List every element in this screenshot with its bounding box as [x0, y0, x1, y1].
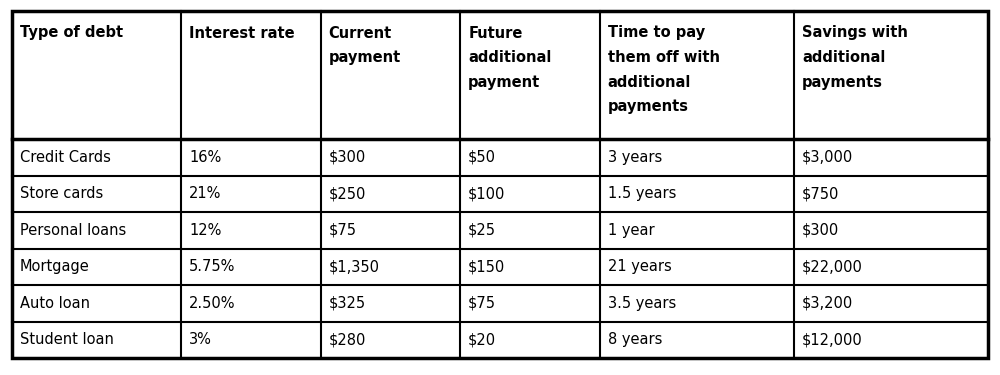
Text: 3%: 3%	[189, 332, 212, 347]
Text: $75: $75	[329, 223, 357, 238]
Text: $100: $100	[468, 186, 506, 201]
Text: Time to pay
them off with
additional
payments: Time to pay them off with additional pay…	[608, 26, 720, 114]
Text: Mortgage: Mortgage	[20, 260, 90, 274]
Text: $22,000: $22,000	[802, 260, 863, 274]
Text: 8 years: 8 years	[608, 332, 662, 347]
Text: $325: $325	[329, 296, 366, 311]
Text: Type of debt: Type of debt	[20, 26, 123, 40]
Text: $3,200: $3,200	[802, 296, 853, 311]
Text: $20: $20	[468, 332, 496, 347]
Text: 21%: 21%	[189, 186, 221, 201]
Text: Savings with
additional
payments: Savings with additional payments	[802, 26, 908, 90]
Text: Store cards: Store cards	[20, 186, 103, 201]
Text: 16%: 16%	[189, 150, 221, 165]
Text: 2.50%: 2.50%	[189, 296, 236, 311]
Text: $280: $280	[329, 332, 366, 347]
Text: $3,000: $3,000	[802, 150, 853, 165]
Text: Personal loans: Personal loans	[20, 223, 126, 238]
Text: 12%: 12%	[189, 223, 221, 238]
Text: $150: $150	[468, 260, 505, 274]
Text: $12,000: $12,000	[802, 332, 863, 347]
Text: 5.75%: 5.75%	[189, 260, 235, 274]
Text: $75: $75	[468, 296, 496, 311]
Text: $1,350: $1,350	[329, 260, 380, 274]
Text: $300: $300	[329, 150, 366, 165]
Text: 1 year: 1 year	[608, 223, 654, 238]
Text: Student loan: Student loan	[20, 332, 114, 347]
Text: Credit Cards: Credit Cards	[20, 150, 111, 165]
Text: $300: $300	[802, 223, 839, 238]
Text: Future
additional
payment: Future additional payment	[468, 26, 552, 90]
Text: $50: $50	[468, 150, 496, 165]
Text: Auto loan: Auto loan	[20, 296, 90, 311]
Text: Current
payment: Current payment	[329, 26, 401, 65]
Text: 21 years: 21 years	[608, 260, 672, 274]
Text: Interest rate: Interest rate	[189, 26, 295, 40]
Text: 3 years: 3 years	[608, 150, 662, 165]
Text: 3.5 years: 3.5 years	[608, 296, 676, 311]
Text: $250: $250	[329, 186, 366, 201]
Text: $25: $25	[468, 223, 496, 238]
Text: 1.5 years: 1.5 years	[608, 186, 676, 201]
Text: $750: $750	[802, 186, 839, 201]
